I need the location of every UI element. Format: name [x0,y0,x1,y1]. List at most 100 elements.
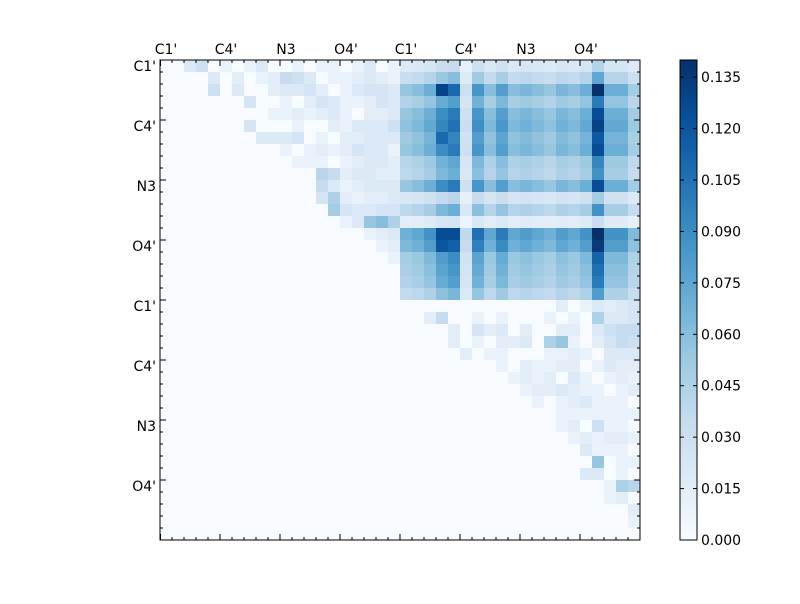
heatmap-cell [280,144,293,157]
heatmap-cell [496,300,509,313]
heatmap-cell [412,312,425,325]
heatmap-cell [364,216,377,229]
heatmap-cell [532,216,545,229]
heatmap-cell [304,156,317,169]
heatmap-cell [292,72,305,85]
heatmap-cell [184,96,197,109]
heatmap-cell [460,96,473,109]
heatmap-cell [484,468,497,481]
heatmap-cell [304,120,317,133]
heatmap-cell [364,156,377,169]
heatmap-cell [364,120,377,133]
heatmap-cell [460,84,473,97]
heatmap-cell [520,420,533,433]
heatmap-cell [160,492,173,505]
heatmap-cell [412,276,425,289]
heatmap-cell [364,288,377,301]
heatmap-cell [508,264,521,277]
heatmap-cell [400,480,413,493]
heatmap-cell [292,516,305,529]
heatmap-cell [256,336,269,349]
heatmap-cell [220,108,233,121]
heatmap-cell [280,396,293,409]
heatmap-cell [436,492,449,505]
heatmap-cell [160,180,173,193]
heatmap-cell [472,348,485,361]
heatmap-cell [316,144,329,157]
heatmap-cell [376,204,389,217]
heatmap-cell [448,264,461,277]
heatmap-cell [304,240,317,253]
heatmap-cell [412,96,425,109]
heatmap-cell [208,132,221,145]
heatmap-cell [412,84,425,97]
heatmap-cell [388,432,401,445]
heatmap-cell [340,228,353,241]
heatmap-cell [448,420,461,433]
heatmap-cell [604,360,617,373]
heatmap-cell [388,216,401,229]
heatmap-cell [184,72,197,85]
heatmap-cell [316,60,329,73]
heatmap-cell [268,72,281,85]
heatmap-cell [172,132,185,145]
heatmap-cell [568,180,581,193]
heatmap-cell [568,516,581,529]
heatmap-cell [388,168,401,181]
heatmap-cell [352,504,365,517]
y-tick-label: C4' [133,359,156,375]
heatmap-cell [268,108,281,121]
heatmap-cell [388,156,401,169]
heatmap-cell [316,360,329,373]
heatmap-cell [592,288,605,301]
heatmap-cell [244,204,257,217]
heatmap-cell [424,144,437,157]
heatmap-cell [412,492,425,505]
heatmap-cell [604,504,617,517]
heatmap-cell [304,276,317,289]
heatmap-cell [448,72,461,85]
heatmap-cell [472,240,485,253]
heatmap-cell [184,180,197,193]
heatmap-cell [616,240,629,253]
heatmap-cell [244,156,257,169]
heatmap-cell [232,180,245,193]
heatmap-cell [340,384,353,397]
heatmap-cell [328,240,341,253]
heatmap-cell [460,252,473,265]
heatmap-cell [340,264,353,277]
heatmap-cell [448,204,461,217]
heatmap-cell [592,84,605,97]
heatmap-cell [184,324,197,337]
heatmap-cell [232,132,245,145]
heatmap-cell [280,156,293,169]
heatmap-cell [628,516,641,529]
heatmap-cell [316,120,329,133]
heatmap-cell [208,84,221,97]
heatmap-cell [556,180,569,193]
heatmap-cell [496,288,509,301]
heatmap-cell [628,396,641,409]
heatmap-cell [256,84,269,97]
heatmap-cell [160,408,173,421]
heatmap-cell [184,156,197,169]
heatmap-cell [292,216,305,229]
heatmap-cell [352,240,365,253]
heatmap-cell [364,408,377,421]
heatmap-cell [532,60,545,73]
heatmap-cell [280,216,293,229]
heatmap-cell [184,108,197,121]
heatmap-cell [244,408,257,421]
heatmap-cell [484,360,497,373]
heatmap-cell [340,408,353,421]
heatmap-cell [496,444,509,457]
heatmap-cell [280,360,293,373]
heatmap-cell [364,336,377,349]
heatmap-cell [544,360,557,373]
heatmap-cell [424,336,437,349]
heatmap-cell [472,204,485,217]
heatmap-cell [292,432,305,445]
heatmap-cell [268,468,281,481]
heatmap-cell [436,444,449,457]
heatmap-cell [448,144,461,157]
